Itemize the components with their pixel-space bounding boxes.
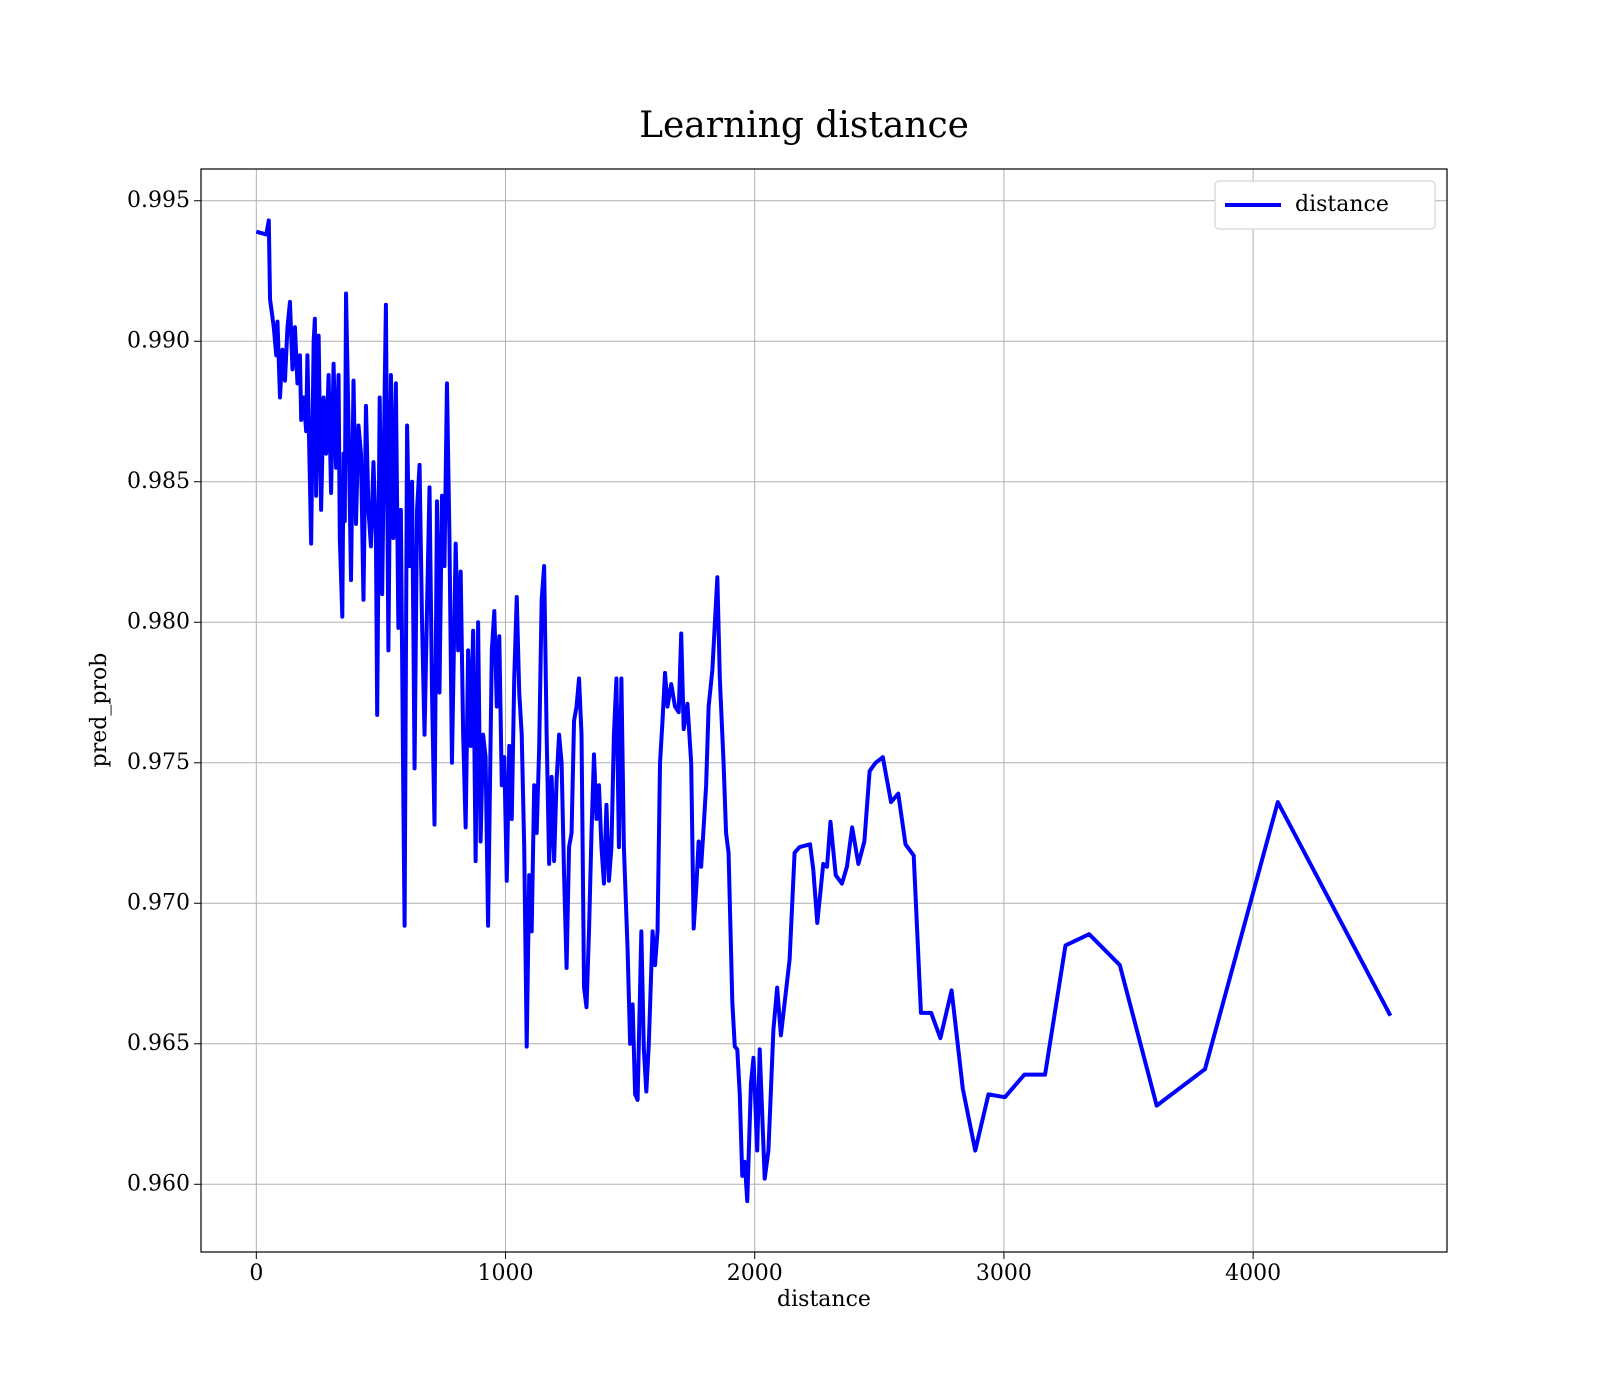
chart-title: Learning distance <box>639 105 969 146</box>
data-line <box>255 218 1393 1204</box>
y-tick-label: 0.965 <box>127 1031 190 1056</box>
y-tick-label: 0.960 <box>127 1171 190 1196</box>
plot-frame <box>200 168 1448 1253</box>
x-tick-label: 4000 <box>1225 1261 1281 1286</box>
y-tick-label: 0.985 <box>127 469 190 494</box>
x-tick-label: 3000 <box>976 1261 1032 1286</box>
x-tick-label: 2000 <box>727 1261 783 1286</box>
legend-box <box>1214 180 1436 230</box>
legend-label: distance <box>1295 192 1389 217</box>
x-tick-label: 0 <box>249 1261 263 1286</box>
y-tick-label: 0.995 <box>127 188 190 213</box>
y-tick-label: 0.980 <box>127 609 190 634</box>
x-tick-label: 1000 <box>478 1261 534 1286</box>
y-tick-label: 0.990 <box>127 328 190 353</box>
y-tick-label: 0.970 <box>127 890 190 915</box>
x-axis-label: distance <box>777 1287 871 1312</box>
y-axis-label: pred_prob <box>87 653 112 768</box>
y-tick-label: 0.975 <box>127 750 190 775</box>
